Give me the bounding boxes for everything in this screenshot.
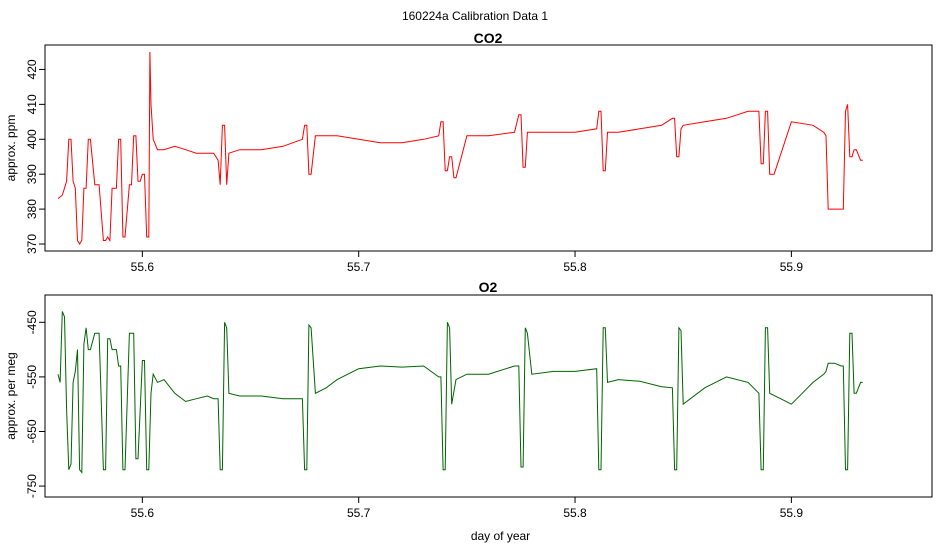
co2-y-tick-label: 390 [25,164,39,184]
o2-y-axis-label: approx. per meg [4,352,18,439]
co2-x-tick-label: 55.8 [563,260,587,274]
co2-panel: CO2 approx. ppm 55.6 55.7 55.8 55.9 3703803… [4,30,933,274]
co2-x-tick-label: 55.9 [780,260,804,274]
co2-plot-frame [44,44,933,252]
o2-series-line [57,311,863,474]
o2-x-tick-label: 55.6 [131,506,155,520]
co2-x-tick-label: 55.7 [347,260,371,274]
co2-y-tick-label: 380 [25,199,39,219]
o2-y-tick-label: -750 [25,474,39,498]
figure-title: 160224a Calibration Data 1 [402,9,548,23]
co2-y-tick-label: 370 [25,234,39,254]
o2-x-tick-label: 55.7 [347,506,371,520]
o2-panel: O2 approx. per meg day of year 55.6 55.7 5… [4,279,933,543]
o2-x-axis-label: day of year [471,529,530,543]
co2-series-line [57,51,863,245]
o2-x-ticks: 55.6 55.7 55.8 55.9 [131,497,804,520]
o2-y-tick-label: -450 [25,310,39,334]
co2-y-axis-label: approx. ppm [4,115,18,182]
o2-x-tick-label: 55.9 [780,506,804,520]
o2-x-tick-label: 55.8 [563,506,587,520]
o2-y-tick-label: -550 [25,365,39,389]
co2-y-tick-label: 410 [25,94,39,114]
co2-panel-title: CO2 [474,30,503,46]
o2-plot-frame [44,294,933,498]
co2-y-tick-label: 420 [25,59,39,79]
o2-panel-title: O2 [479,279,498,295]
co2-y-ticks: 370 380 390 400 410 420 [25,59,45,254]
co2-y-tick-label: 400 [25,129,39,149]
co2-x-ticks: 55.6 55.7 55.8 55.9 [131,251,804,274]
o2-y-ticks: -750 -650 -550 -450 [25,310,45,498]
co2-x-tick-label: 55.6 [131,260,155,274]
o2-y-tick-label: -650 [25,419,39,443]
